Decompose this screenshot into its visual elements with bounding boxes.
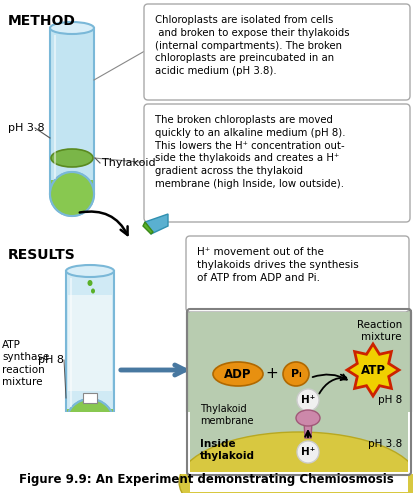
Ellipse shape <box>296 410 320 426</box>
Polygon shape <box>68 295 112 391</box>
Ellipse shape <box>66 399 114 447</box>
Text: Inside
thylakoid: Inside thylakoid <box>200 439 255 461</box>
Text: Figure 9.9: An Experiment demonstrating Chemiosmosis: Figure 9.9: An Experiment demonstrating … <box>19 473 393 487</box>
FancyBboxPatch shape <box>187 309 411 475</box>
Polygon shape <box>347 344 399 396</box>
Text: Chloroplasts are isolated from cells
 and broken to expose their thylakoids
(int: Chloroplasts are isolated from cells and… <box>155 15 350 76</box>
Ellipse shape <box>50 22 94 34</box>
Bar <box>408 412 413 474</box>
Ellipse shape <box>50 172 94 216</box>
Polygon shape <box>50 28 94 194</box>
Text: H⁺: H⁺ <box>301 395 315 405</box>
Text: H⁺: H⁺ <box>301 447 315 457</box>
Ellipse shape <box>297 389 319 411</box>
Polygon shape <box>66 271 114 423</box>
Text: RESULTS: RESULTS <box>8 248 76 262</box>
Text: ATP: ATP <box>361 363 385 377</box>
Ellipse shape <box>91 288 95 293</box>
Ellipse shape <box>66 265 114 277</box>
Text: H⁺ movement out of the
thylakoids drives the synthesis
of ATP from ADP and Pi.: H⁺ movement out of the thylakoids drives… <box>197 247 359 282</box>
Ellipse shape <box>51 149 93 167</box>
Ellipse shape <box>179 432 413 493</box>
FancyBboxPatch shape <box>186 236 409 312</box>
Ellipse shape <box>88 280 93 286</box>
Ellipse shape <box>50 172 94 216</box>
Polygon shape <box>304 422 312 438</box>
Text: pH 8: pH 8 <box>378 395 402 405</box>
Text: METHOD: METHOD <box>8 14 76 28</box>
Ellipse shape <box>283 362 309 386</box>
Polygon shape <box>143 222 153 234</box>
Bar <box>190 472 408 492</box>
Polygon shape <box>145 214 168 234</box>
Text: pH 8: pH 8 <box>38 355 64 365</box>
Polygon shape <box>51 180 93 194</box>
Text: pH 3.8: pH 3.8 <box>368 439 402 449</box>
Text: Pᵢ: Pᵢ <box>291 369 301 379</box>
Ellipse shape <box>213 362 263 386</box>
Polygon shape <box>67 409 113 423</box>
Text: The broken chloroplasts are moved
quickly to an alkaline medium (pH 8).
This low: The broken chloroplasts are moved quickl… <box>155 115 346 189</box>
FancyBboxPatch shape <box>144 4 410 100</box>
Bar <box>83 393 97 403</box>
Text: Thylakoid
membrane: Thylakoid membrane <box>200 404 254 425</box>
FancyBboxPatch shape <box>144 104 410 222</box>
Text: Thylakoid: Thylakoid <box>102 158 156 168</box>
Bar <box>0 412 190 474</box>
Text: Reaction
mixture: Reaction mixture <box>357 320 402 342</box>
Bar <box>190 312 408 414</box>
Text: ADP: ADP <box>224 367 252 381</box>
Ellipse shape <box>66 399 114 447</box>
Text: +: + <box>266 366 278 382</box>
Text: pH 3.8: pH 3.8 <box>8 123 45 133</box>
Ellipse shape <box>297 441 319 463</box>
Text: ATP
synthase
reaction
mixture: ATP synthase reaction mixture <box>2 340 49 387</box>
